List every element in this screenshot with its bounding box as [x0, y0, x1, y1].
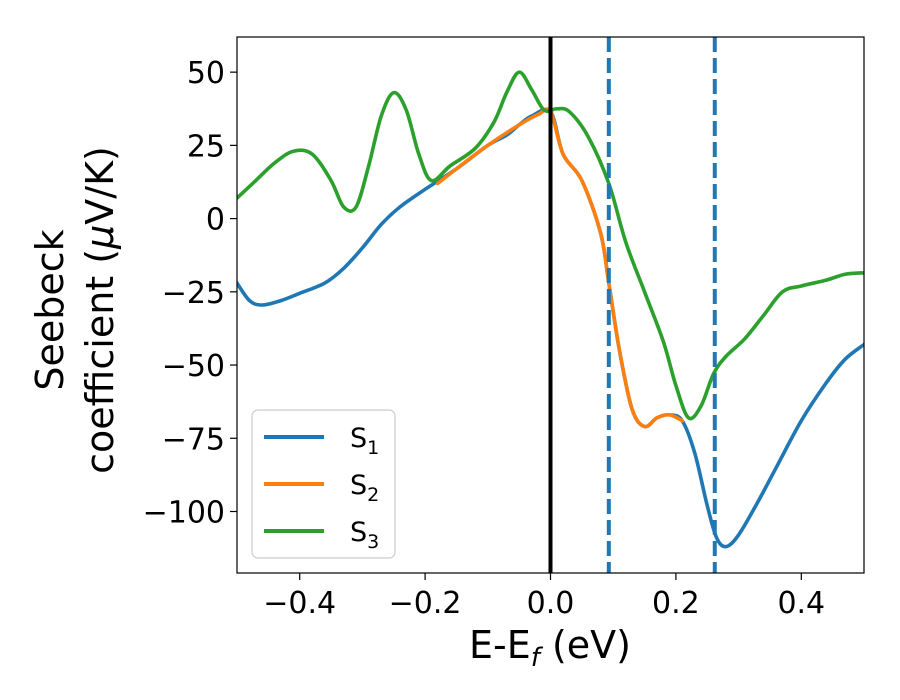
y-tick-label: −75 [162, 422, 225, 457]
x-tick-label: −0.4 [263, 586, 336, 621]
series-line-s3 [237, 70, 864, 421]
x-tick-label: 0.0 [527, 586, 575, 621]
y-axis-label-line1: Seebeck [28, 229, 72, 390]
y-axis-ticks: 50 25 0 −25 −50 −75 −100 [143, 56, 237, 530]
y-tick-label: −25 [162, 276, 225, 311]
legend: S1 S2 S3 [251, 409, 396, 559]
y-tick-label: 0 [206, 203, 225, 238]
y-tick-label: 50 [187, 56, 225, 91]
x-tick-label: 0.4 [777, 586, 825, 621]
legend-label-s3: S3 [350, 517, 379, 553]
x-tick-label: −0.2 [389, 586, 462, 621]
y-tick-label: −50 [162, 349, 225, 384]
y-axis-label: Seebeck coefficient (μV/K) [28, 146, 122, 474]
x-axis-label: E-Ef (eV) [469, 623, 631, 673]
legend-label-s1: S1 [350, 423, 379, 459]
legend-label-s2: S2 [350, 470, 379, 506]
series-line-s2 [435, 107, 684, 429]
y-tick-label: 25 [187, 129, 225, 164]
vertical-lines-layer [548, 37, 717, 573]
x-tick-label: 0.2 [652, 586, 700, 621]
series-layer [237, 70, 864, 549]
x-axis-ticks: −0.4 −0.2 0.0 0.2 0.4 [263, 573, 825, 621]
y-axis-label-line2: coefficient (μV/K) [78, 146, 122, 474]
y-tick-label: −100 [143, 495, 225, 530]
